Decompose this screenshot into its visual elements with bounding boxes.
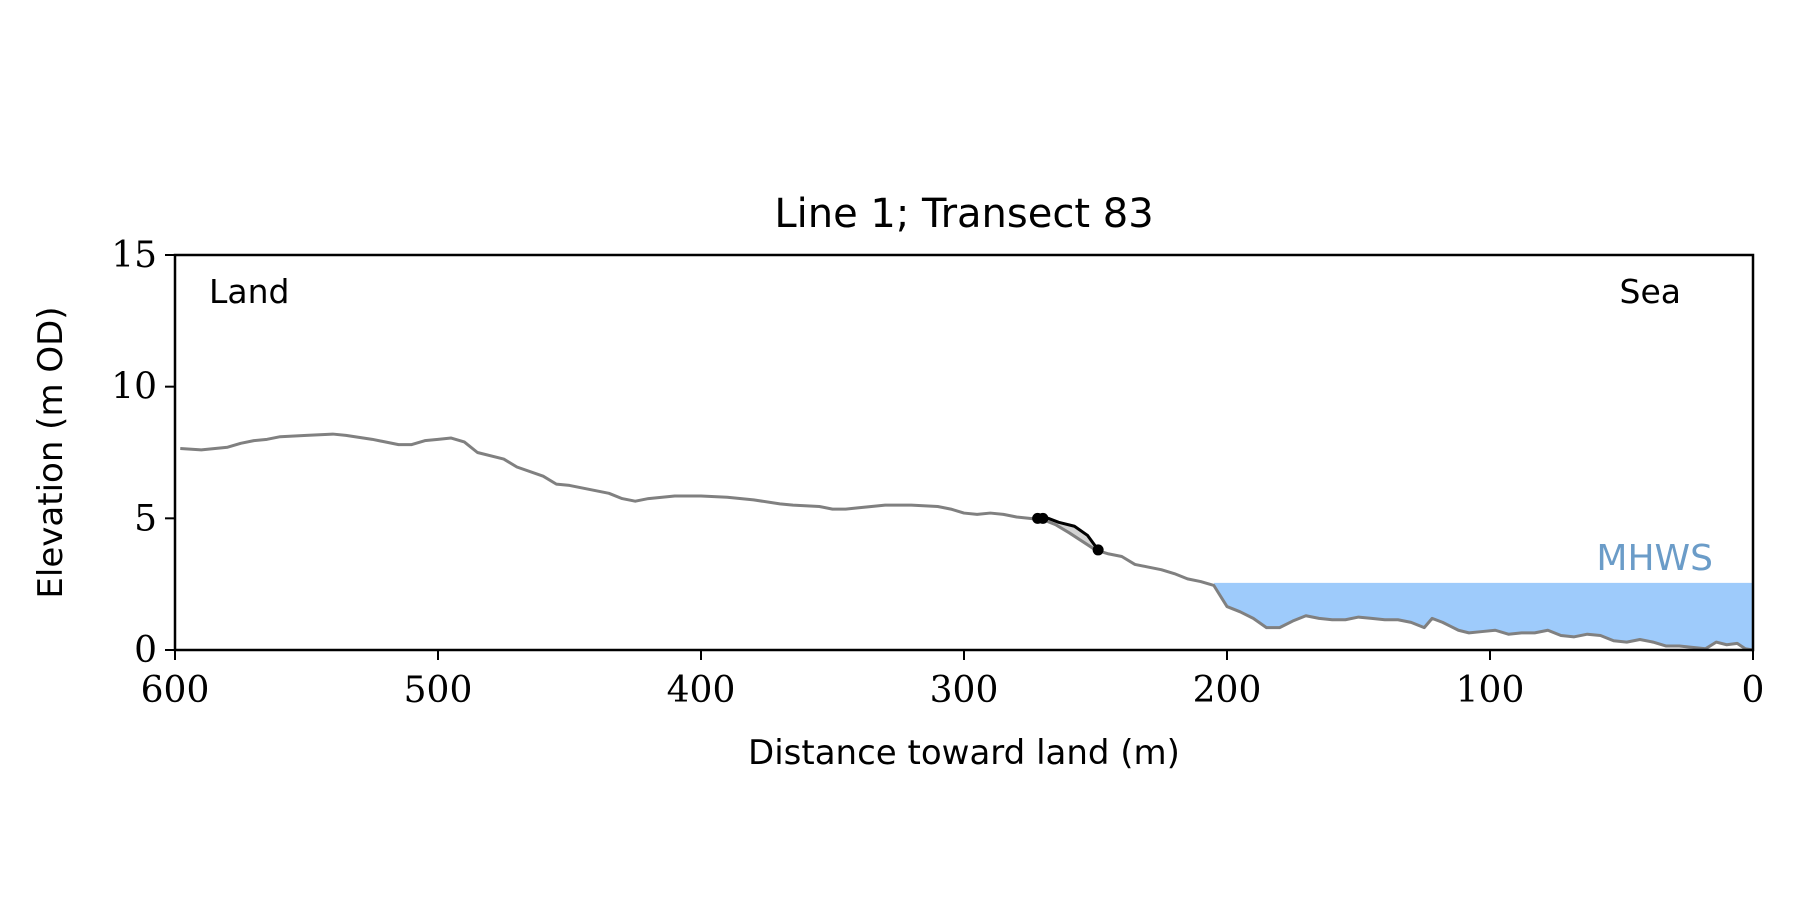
y-tick-label: 5 [134,498,157,539]
mhws-label: MHWS [1596,538,1713,579]
land-annotation: Land [209,272,289,311]
plot-area: 600 500 400 300 200 100 0 0 5 10 15 [111,235,1764,711]
y-tick-label: 0 [134,630,157,671]
x-tick-label: 300 [930,670,999,711]
x-tick-label: 500 [404,670,473,711]
x-tick-label: 0 [1742,670,1765,711]
y-tick-label: 15 [111,235,157,276]
segment-marker [1037,512,1049,524]
chart-title: Line 1; Transect 83 [774,191,1153,237]
x-tick-label: 200 [1193,670,1262,711]
x-tick-label: 600 [141,670,210,711]
sea-annotation: Sea [1620,272,1681,311]
y-axis-label: Elevation (m OD) [31,306,71,598]
mhws-water-area [1213,582,1753,650]
segment-marker [1092,544,1104,556]
profile-line [180,432,1754,652]
x-tick-label: 100 [1456,670,1525,711]
y-tick-label: 10 [111,367,157,408]
x-axis-label: Distance toward land (m) [748,733,1180,773]
x-tick-label: 400 [667,670,736,711]
